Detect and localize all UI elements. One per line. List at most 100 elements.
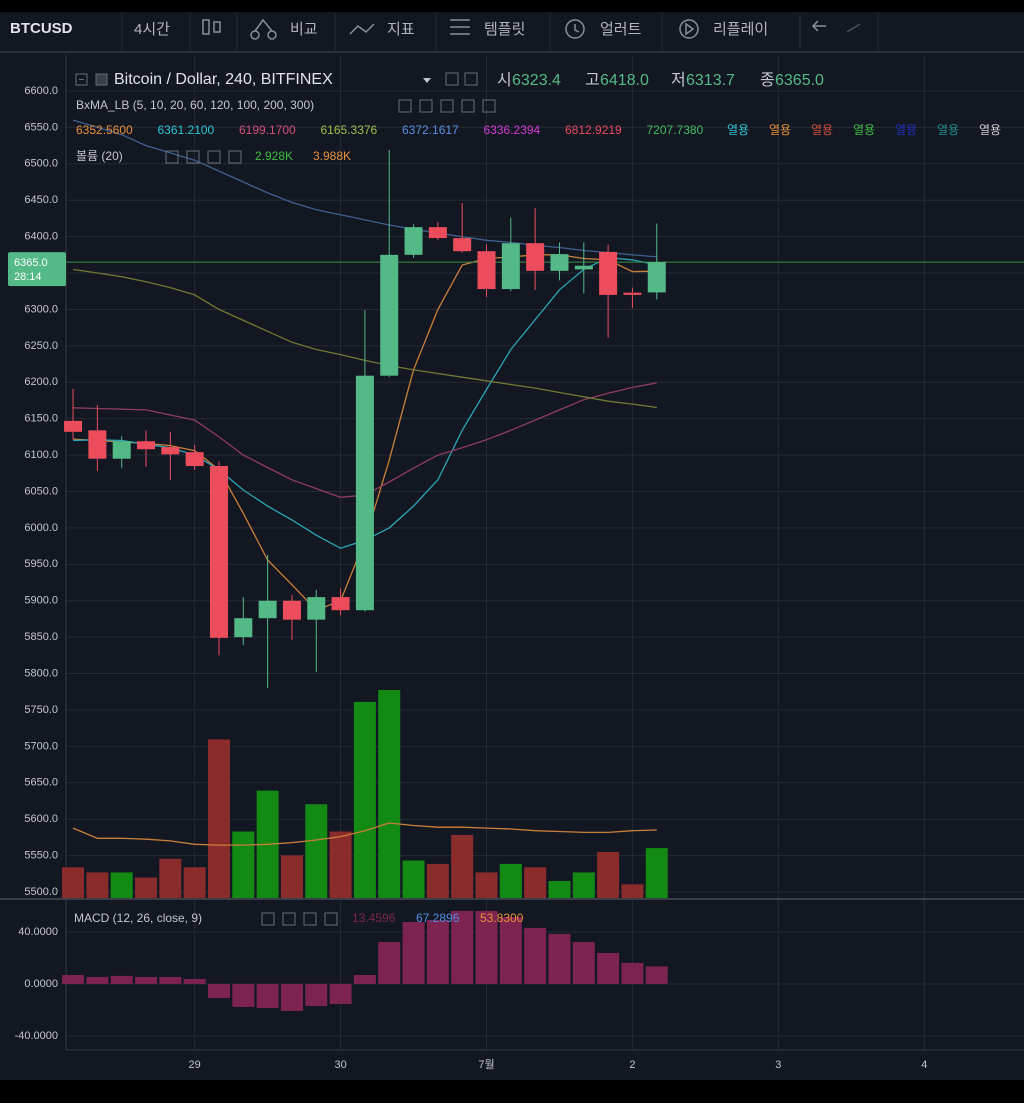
- volume-bar: [232, 831, 255, 898]
- toolbar-button[interactable]: 리플레이: [713, 21, 768, 38]
- volume-bar: [280, 855, 303, 898]
- volume-bar: [524, 867, 547, 898]
- ma-value: 6199.1700: [239, 123, 296, 137]
- y-tick-label: 6100.0: [24, 449, 58, 461]
- countdown: 28:14: [14, 271, 42, 283]
- ma-value: 6361.2100: [158, 123, 215, 137]
- volume-bar: [597, 851, 620, 898]
- toolbar-icons: [202, 18, 861, 40]
- candle-body: [258, 600, 277, 619]
- volume-title: 볼륨 (20): [76, 149, 123, 163]
- ohlc-value: 6365.0: [775, 72, 824, 89]
- y-tick-label: 6500.0: [24, 158, 58, 170]
- volume-bar: [86, 872, 109, 898]
- macd-bar: [426, 920, 449, 984]
- x-tick-label: 2: [629, 1059, 635, 1071]
- ohlc-value: 6418.0: [600, 72, 649, 89]
- y-tick-label: 6050.0: [24, 485, 58, 497]
- volume-value: 3.988K: [313, 149, 351, 163]
- candle-body: [161, 447, 180, 455]
- indicator-labels: 6600.06550.06500.06450.06400.06350.06300…: [8, 85, 1001, 1071]
- toolbar-button[interactable]: 비교: [290, 21, 318, 38]
- ma-title: BxMA_LB (5, 10, 20, 60, 120, 100, 200, 3…: [76, 98, 314, 112]
- macd-bar: [207, 983, 230, 999]
- price-label: 6365.0: [14, 257, 48, 269]
- y-tick-label: 5750.0: [24, 704, 58, 716]
- ma-flag: 열용: [937, 123, 959, 137]
- macd-bar: [280, 983, 303, 1012]
- candle-body: [112, 441, 131, 459]
- y-tick-label: 6250.0: [24, 340, 58, 352]
- volume-bar: [378, 690, 401, 898]
- macd-bar: [645, 966, 668, 984]
- ma-flag: 열용: [979, 123, 1001, 137]
- macd-bar: [378, 941, 401, 984]
- symbol[interactable]: BTCUSD: [10, 20, 73, 37]
- x-tick-label: 7월: [478, 1058, 494, 1071]
- volume-ma-line: [72, 822, 657, 846]
- candle-body: [428, 227, 447, 239]
- candle-body: [137, 441, 156, 450]
- candle-body: [64, 420, 83, 432]
- chart-background: [0, 12, 1024, 1080]
- ma-value: 6372.1617: [402, 123, 459, 137]
- y-tick-label: 6550.0: [24, 121, 58, 133]
- x-tick-label: 3: [775, 1059, 781, 1071]
- candle-body: [647, 262, 666, 293]
- y-tick-label: 6600.0: [24, 85, 58, 97]
- y-tick-label: 6000.0: [24, 522, 58, 534]
- candle-body: [574, 265, 593, 270]
- candle-body: [88, 430, 107, 459]
- volume-bar: [548, 880, 571, 898]
- candle-body: [453, 238, 472, 252]
- toolbar-button[interactable]: 지표: [387, 21, 415, 38]
- interval[interactable]: 4시간: [134, 21, 170, 38]
- macd-bar: [402, 921, 425, 984]
- ma-value: 6165.3376: [321, 123, 378, 137]
- y-tick-label: 5550.0: [24, 850, 58, 862]
- y-tick-label: 5950.0: [24, 558, 58, 570]
- ma-value: 6336.2394: [484, 123, 541, 137]
- candle-body: [307, 597, 326, 620]
- ma-value: 6812.9219: [565, 123, 622, 137]
- ohlc-legend: 시 6323.4 고 6418.0 저 6313.7 종 6365.0: [497, 71, 824, 89]
- volume-bar: [451, 834, 474, 898]
- toolbar-button[interactable]: 얼러트: [600, 21, 642, 38]
- candle-body: [331, 597, 350, 611]
- toolbar-button[interactable]: 템플릿: [484, 21, 525, 38]
- candle-body: [234, 618, 253, 638]
- volume-bar: [621, 884, 644, 898]
- candle-body: [526, 243, 545, 271]
- y-tick-label: 5800.0: [24, 667, 58, 679]
- macd-bar: [86, 976, 109, 984]
- macd-bar: [232, 983, 255, 1007]
- macd-bar: [62, 975, 85, 984]
- macd-value: 53.8300: [480, 911, 524, 925]
- macd-bar: [110, 975, 133, 984]
- candle-body: [185, 452, 204, 467]
- y-tick-label: 6200.0: [24, 376, 58, 388]
- ma-value: 7207.7380: [647, 123, 704, 137]
- volume-bar: [402, 860, 425, 898]
- macd-value: 67.2896: [416, 911, 460, 925]
- macd-bar: [475, 910, 498, 984]
- ma-flag: 열용: [853, 123, 875, 137]
- volume-value: 2.928K: [255, 149, 293, 163]
- candle-body: [209, 466, 228, 638]
- macd-bar: [597, 953, 620, 984]
- x-tick-label: 29: [189, 1059, 201, 1071]
- volume-bar: [159, 858, 182, 898]
- macd-bar: [548, 933, 571, 984]
- macd-bar: [451, 910, 474, 984]
- ohlc-value: 6313.7: [686, 72, 735, 89]
- y-tick-label: 6450.0: [24, 194, 58, 206]
- toolbar: [0, 12, 1024, 52]
- volume-bar: [110, 872, 133, 898]
- macd-bar: [499, 917, 522, 984]
- ma-flag: 열용: [727, 123, 749, 137]
- dropdown-caret[interactable]: [423, 78, 431, 83]
- volume-bar: [329, 831, 352, 898]
- chart-title: Bitcoin / Dollar, 240, BITFINEX: [114, 71, 333, 88]
- macd-bar: [305, 983, 328, 1006]
